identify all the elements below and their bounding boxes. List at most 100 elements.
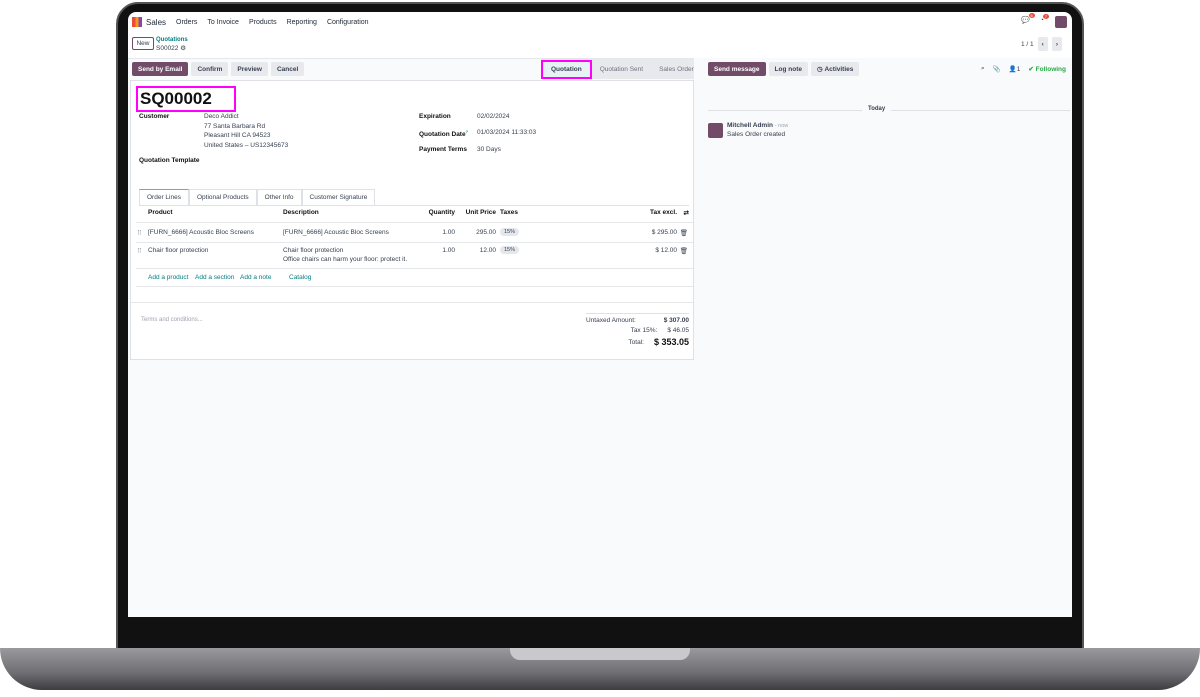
payment-terms-label: Payment Terms	[419, 146, 467, 153]
new-button[interactable]: New	[132, 37, 154, 50]
search-icon[interactable]: ⌕	[980, 65, 985, 72]
author-avatar[interactable]	[708, 123, 723, 138]
expiration-label: Expiration	[419, 113, 451, 120]
status-sales-order[interactable]: Sales Order	[659, 65, 694, 73]
send-by-email-button[interactable]: Send by Email	[132, 62, 189, 76]
breadcrumb-current: S00022	[156, 45, 179, 52]
row-tax-badge[interactable]: 15%	[500, 246, 520, 254]
tab-other-info[interactable]: Other Info	[256, 189, 302, 205]
messages-icon[interactable]: 💬 6	[1021, 13, 1035, 24]
pager-value[interactable]: 1 / 1	[1021, 40, 1034, 48]
followers-button[interactable]: 👤1	[1008, 66, 1021, 73]
log-note-button[interactable]: Log note	[768, 62, 808, 76]
user-avatar[interactable]	[1055, 16, 1067, 28]
untaxed-amount: $ 307.00	[663, 317, 689, 324]
sales-app-icon[interactable]	[132, 17, 142, 27]
row-subtotal: $ 12.00	[655, 247, 677, 254]
screen: Sales Orders To Invoice Products Reporti…	[128, 12, 1072, 617]
expiration-field[interactable]: 02/02/2024	[477, 113, 510, 120]
drag-handle-icon[interactable]: ⠿	[137, 230, 142, 237]
tab-optional-products[interactable]: Optional Products	[188, 189, 257, 205]
delete-row-icon[interactable]: 🗑	[679, 230, 688, 237]
status-quotation[interactable]: Quotation	[541, 59, 592, 79]
row-description[interactable]: [FURN_6666] Acoustic Bloc Screens	[283, 229, 389, 236]
activities-clock-icon[interactable]: ◔ 7	[1039, 13, 1049, 24]
total-amount: $ 353.05	[653, 337, 689, 347]
menu-orders[interactable]: Orders	[176, 18, 198, 26]
col-unit-price[interactable]: Unit Price	[465, 209, 496, 216]
quotation-date-field[interactable]: 01/03/2024 11:33:03	[477, 129, 537, 136]
row-unit-price[interactable]: 295.00	[476, 229, 496, 236]
quotation-template-label: Quotation Template	[139, 157, 200, 164]
add-section-link[interactable]: Add a section	[195, 274, 235, 281]
message-author[interactable]: Mitchell Admin	[727, 122, 773, 129]
customer-name: Deco Addict	[204, 113, 239, 120]
pager-next-button[interactable]: ›	[1051, 37, 1062, 51]
terms-conditions-input[interactable]: Terms and conditions...	[141, 317, 203, 323]
row-description-note[interactable]: Office chairs can harm your floor: prote…	[283, 256, 408, 263]
send-message-button[interactable]: Send message	[708, 62, 766, 76]
add-product-link[interactable]: Add a product	[148, 274, 189, 281]
customer-address-line: United States – US12345673	[204, 141, 289, 149]
pager-previous-button[interactable]: ‹	[1037, 37, 1048, 51]
tab-order-lines[interactable]: Order Lines	[139, 189, 189, 205]
tax-label: Tax 15%:	[630, 327, 658, 334]
total-label: Total:	[628, 338, 644, 346]
activities-label: Activities	[824, 65, 854, 73]
confirm-button[interactable]: Confirm	[191, 62, 229, 76]
app-name[interactable]: Sales	[146, 17, 167, 27]
drag-handle-icon[interactable]: ⠿	[137, 248, 142, 255]
delete-row-icon[interactable]: 🗑	[679, 248, 688, 255]
customer-address-line: Pleasant Hill CA 94523	[204, 132, 271, 139]
activities-button[interactable]: ◷ Activities	[810, 62, 860, 76]
col-subtotal[interactable]: Tax excl.	[650, 209, 677, 216]
row-quantity[interactable]: 1.00	[442, 229, 455, 236]
customer-label: Customer	[139, 113, 170, 120]
customer-field[interactable]: Deco Addict 77 Santa Barbara Rd Pleasant…	[204, 112, 288, 150]
followers-count: 1	[1016, 66, 1021, 73]
menu-configuration[interactable]: Configuration	[326, 18, 369, 26]
preview-button[interactable]: Preview	[231, 62, 268, 76]
gear-icon[interactable]: ⚙	[180, 45, 187, 52]
col-quantity[interactable]: Quantity	[428, 209, 455, 216]
col-taxes[interactable]: Taxes	[500, 209, 518, 216]
menu-products[interactable]: Products	[248, 18, 277, 26]
laptop-notch	[510, 648, 690, 660]
quotation-date-label: Quotation Date	[419, 131, 466, 139]
menu-to-invoice[interactable]: To Invoice	[207, 18, 239, 26]
row-subtotal: $ 295.00	[651, 229, 677, 236]
table-row[interactable]: ⠿ Chair floor protection Chair floor pro…	[136, 243, 693, 269]
date-separator: Today	[862, 106, 892, 112]
help-tooltip-icon[interactable]: ?	[465, 129, 469, 134]
row-quantity[interactable]: 1.00	[442, 247, 455, 254]
top-navbar: Sales Orders To Invoice Products Reporti…	[128, 12, 1072, 32]
following-button[interactable]: ✔ Following	[1028, 66, 1066, 73]
col-description[interactable]: Description	[283, 209, 319, 216]
quotation-number: SQ00002	[136, 86, 236, 112]
col-product[interactable]: Product	[148, 209, 173, 216]
row-product[interactable]: Chair floor protection	[148, 247, 209, 254]
tab-customer-signature[interactable]: Customer Signature	[301, 189, 376, 205]
activities-badge: 7	[1042, 13, 1049, 19]
untaxed-label: Untaxed Amount:	[586, 317, 636, 324]
customer-address-line: 77 Santa Barbara Rd	[204, 122, 266, 130]
catalog-link[interactable]: Catalog	[289, 274, 312, 281]
status-quotation-sent[interactable]: Quotation Sent	[599, 65, 644, 73]
menu-reporting[interactable]: Reporting	[286, 18, 317, 26]
message-body: Sales Order created	[727, 131, 786, 138]
breadcrumb-quotations[interactable]: Quotations	[156, 37, 188, 43]
row-unit-price[interactable]: 12.00	[479, 247, 496, 254]
table-header: Product Description Quantity Unit Price …	[136, 209, 693, 223]
payment-terms-field[interactable]: 30 Days	[477, 146, 501, 153]
following-label: Following	[1035, 66, 1066, 73]
table-row[interactable]: ⠿ [FURN_6666] Acoustic Bloc Screens [FUR…	[136, 225, 693, 243]
add-note-link[interactable]: Add a note	[240, 274, 272, 281]
row-product[interactable]: [FURN_6666] Acoustic Bloc Screens	[148, 229, 254, 236]
row-tax-badge[interactable]: 15%	[500, 228, 520, 236]
row-description[interactable]: Chair floor protection	[283, 247, 344, 254]
attachment-icon[interactable]: 📎	[992, 66, 1001, 73]
tax-amount: $ 46.05	[667, 327, 689, 334]
clock-icon: ◷	[816, 66, 825, 73]
cancel-button[interactable]: Cancel	[270, 62, 305, 76]
column-settings-icon[interactable]: ⇄	[683, 210, 689, 217]
